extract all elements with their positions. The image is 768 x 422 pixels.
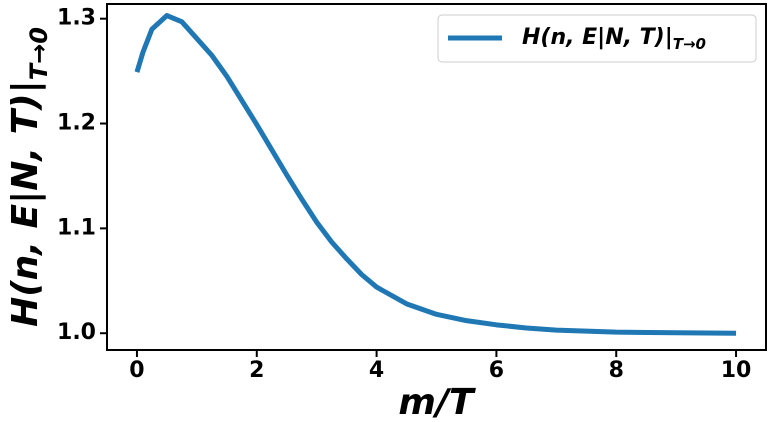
x-tick-label: 8 bbox=[609, 358, 624, 383]
x-tick-label: 6 bbox=[489, 358, 504, 383]
y-label-sub: T→0 bbox=[25, 27, 53, 80]
legend-label: H(n, E|N, T)|T→0 bbox=[522, 25, 706, 53]
x-axis-label: m/T bbox=[398, 382, 476, 422]
y-tick-label: 1.3 bbox=[57, 6, 96, 31]
x-tick-label: 2 bbox=[249, 358, 264, 383]
x-tick-label: 0 bbox=[129, 358, 144, 383]
x-tick-label: 4 bbox=[369, 358, 384, 383]
legend-label-main: H(n, E|N, T)| bbox=[522, 25, 673, 50]
y-label-main: H(n, E|N, T)| bbox=[5, 80, 46, 327]
y-tick-label: 1.0 bbox=[57, 320, 96, 345]
data-line bbox=[134, 13, 737, 336]
y-axis-label: H(n, E|N, T)|T→0 bbox=[5, 27, 53, 327]
legend-box bbox=[437, 14, 757, 63]
legend-label-sub: T→0 bbox=[673, 35, 706, 53]
y-tick-label: 1.1 bbox=[57, 215, 96, 240]
y-tick-label: 1.2 bbox=[57, 111, 96, 136]
axes-frame bbox=[106, 3, 767, 351]
x-tick-label: 10 bbox=[721, 358, 752, 383]
